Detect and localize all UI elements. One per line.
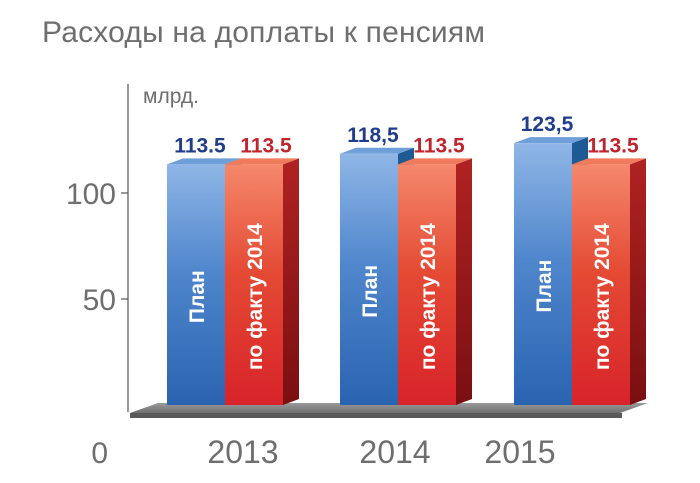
bar-fact-2014-side	[456, 158, 472, 405]
bar-plan-2013-front	[167, 164, 225, 405]
bar-plan-2015-value-label: 123,5	[521, 113, 574, 136]
unit-label: млрд.	[143, 85, 199, 108]
bar-fact-2015-value-label: 113.5	[587, 134, 639, 157]
chart-floor	[130, 403, 648, 413]
x-tick-label: 2015	[484, 434, 555, 470]
bar-plan-2013-series-label: План	[186, 270, 209, 323]
bar-fact-2015	[572, 158, 646, 405]
bar-plan-2014-front	[340, 153, 398, 405]
bar-plan-2015-top	[514, 137, 588, 144]
y-tick-label: 0	[91, 437, 108, 470]
bar-fact-2013	[225, 158, 299, 405]
bar-fact-2014-top	[398, 158, 472, 165]
x-tick-label: 2014	[359, 434, 430, 470]
bar-plan-2013-value-label: 113.5	[174, 134, 226, 157]
bar-fact-2014-front	[398, 164, 456, 405]
chart-floor-edge	[130, 413, 622, 418]
bar-fact-2013-value-label: 113.5	[240, 134, 292, 157]
bar-fact-2013-side	[283, 158, 299, 405]
y-tick-label: 100	[66, 178, 116, 211]
bar-fact-2014-series-label: по факту 2014	[417, 223, 440, 370]
bar-plan-2015-front	[514, 143, 572, 405]
bar-fact-2014-value-label: 113.5	[413, 134, 465, 157]
bar-fact-2015-top	[572, 158, 646, 165]
bar-plan-2015-series-label: План	[533, 260, 556, 313]
bar-plan-2013-top	[167, 158, 241, 165]
bar-fact-2015-series-label: по факту 2014	[591, 223, 614, 370]
bar-fact-2013-series-label: по факту 2014	[244, 223, 267, 370]
x-tick-label: 2013	[207, 434, 278, 470]
bar-plan-2014-value-label: 118,5	[347, 124, 399, 147]
bar-fact-2015-front	[572, 164, 630, 405]
chart-title: Расходы на доплаты к пенсиям	[42, 16, 486, 49]
bar-fact-2013-front	[225, 164, 283, 405]
bar-plan-2014-series-label: План	[359, 265, 382, 318]
bar-fact-2014	[398, 158, 472, 405]
bar-fact-2015-side	[630, 158, 646, 405]
bar-plan-2014-top	[340, 147, 414, 154]
y-tick-label: 50	[83, 284, 116, 317]
bar-fact-2013-top	[225, 158, 299, 165]
